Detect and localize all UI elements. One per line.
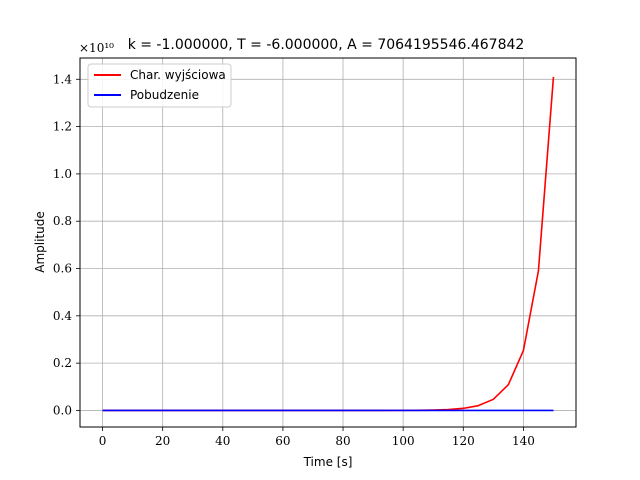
ticks: 0 20 40 60 80 100 120 140 0.0 0.2 0.4 0.6 0.8 1.0 1.2 1… <box>53 72 535 448</box>
x-tick-label: 20 <box>155 434 170 448</box>
y-tick-label: 1.4 <box>53 72 72 86</box>
y-tick-label: 0.0 <box>53 403 72 417</box>
x-tick-label: 140 <box>512 434 535 448</box>
legend: Char. wyjściowa Pobudzenie <box>87 63 232 108</box>
y-tick-label: 1.0 <box>53 167 72 181</box>
series-layer <box>102 76 555 412</box>
x-tick-label: 80 <box>335 434 350 448</box>
y-axis-label: Amplitude <box>33 211 47 273</box>
x-tick-label: 120 <box>452 434 475 448</box>
x-axis-label: Time [s] <box>303 455 353 469</box>
chart-title: k = -1.000000, T = -6.000000, A = 706419… <box>128 37 525 53</box>
x-tick-label: 40 <box>215 434 230 448</box>
y-tick-label: 0.6 <box>53 262 72 276</box>
y-tick-label: 0.2 <box>53 356 72 370</box>
x-tick-label: 60 <box>275 434 290 448</box>
x-tick-label: 100 <box>392 434 415 448</box>
y-tick-label: 1.2 <box>53 120 72 134</box>
x-tick-label: 0 <box>99 434 107 448</box>
legend-box <box>87 63 232 108</box>
y-tick-label: 0.4 <box>53 309 72 323</box>
y-tick-label: 0.8 <box>53 214 72 228</box>
legend-label-char-wyjsciowa: Char. wyjściowa <box>130 68 226 82</box>
axes-frame <box>79 57 577 428</box>
y-offset-text: ×10¹⁰ <box>79 41 114 55</box>
legend-label-pobudzenie: Pobudzenie <box>130 88 199 102</box>
